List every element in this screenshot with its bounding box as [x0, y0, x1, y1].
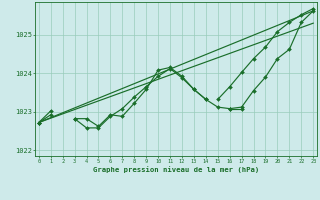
X-axis label: Graphe pression niveau de la mer (hPa): Graphe pression niveau de la mer (hPa)	[93, 166, 259, 173]
